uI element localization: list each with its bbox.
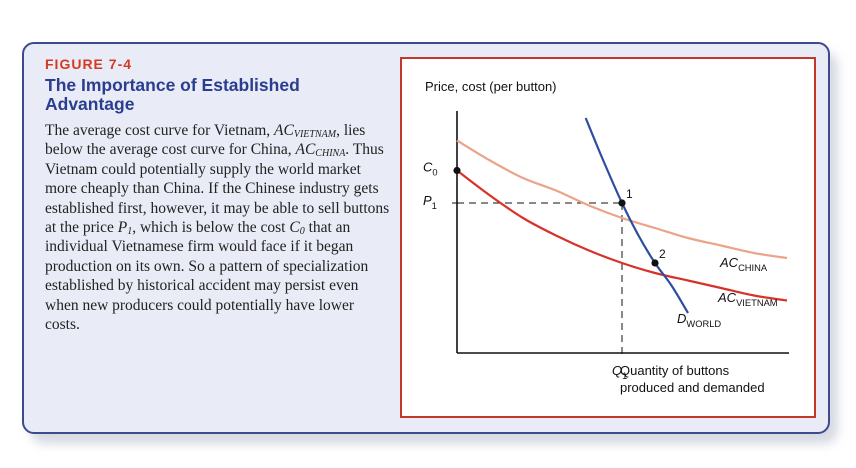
caption-sub: VIETNAM (293, 129, 337, 140)
caption-sub: CHINA (315, 148, 346, 160)
intersection-point-1 (618, 199, 626, 207)
figure-caption: The average cost curve for Vietnam, ACVI… (45, 121, 390, 334)
caption-text: . Thus Vietnam could potentially supply … (45, 141, 390, 237)
caption-sub: 0 (299, 226, 305, 238)
p1-label: P1 (423, 193, 437, 211)
caption-text: , lies below the average cost curve for … (45, 122, 366, 159)
series-d_world-line (584, 117, 689, 314)
x-axis-title-line-1: Quantity of buttons (620, 363, 730, 378)
x-axis-title-line-2: produced and demanded (620, 380, 765, 395)
caption-c0: C0 (289, 219, 305, 238)
series-ac_vietnam-label: ACVIETNAM (717, 290, 778, 308)
caption-text: , which is below the cost (132, 219, 290, 237)
intersection-label-1: 1 (626, 187, 633, 201)
caption-sub: 1 (127, 226, 133, 238)
c0-point (453, 166, 461, 175)
intersection-label-2: 2 (659, 247, 666, 261)
y-axis-title: Price, cost (per button) (425, 79, 557, 94)
intersection-point-2 (651, 259, 659, 267)
caption-ac: AC (295, 141, 316, 159)
caption-p: P (117, 219, 128, 237)
caption-c: C (289, 219, 300, 237)
figure-label: FIGURE 7-4 (45, 56, 133, 72)
figure-text-panel: FIGURE 7-4 The Importance of Established… (45, 56, 390, 334)
figure-title: The Importance of Established Advantage (45, 75, 300, 114)
caption-ac-china: ACCHINA (295, 141, 346, 160)
caption-text: that an individual Vietnamese firm would… (45, 219, 369, 334)
series-ac_china-label: ACCHINA (719, 255, 768, 273)
caption-p1: P1 (117, 219, 133, 238)
c0-label: C0 (423, 160, 438, 178)
caption-ac: AC (274, 122, 294, 139)
chart: Price, cost (per button) Quantity of but… (423, 79, 789, 395)
caption-ac-vietnam: ACVIETNAM (274, 122, 337, 140)
q1-label: Q1 (612, 363, 627, 381)
series-ac_vietnam-line (456, 169, 788, 302)
series-d_world-label: DWORLD (677, 311, 721, 329)
caption-text: The average cost curve for Vietnam, (45, 122, 275, 139)
chart-panel (400, 57, 816, 418)
series-ac_china-line (456, 139, 788, 260)
